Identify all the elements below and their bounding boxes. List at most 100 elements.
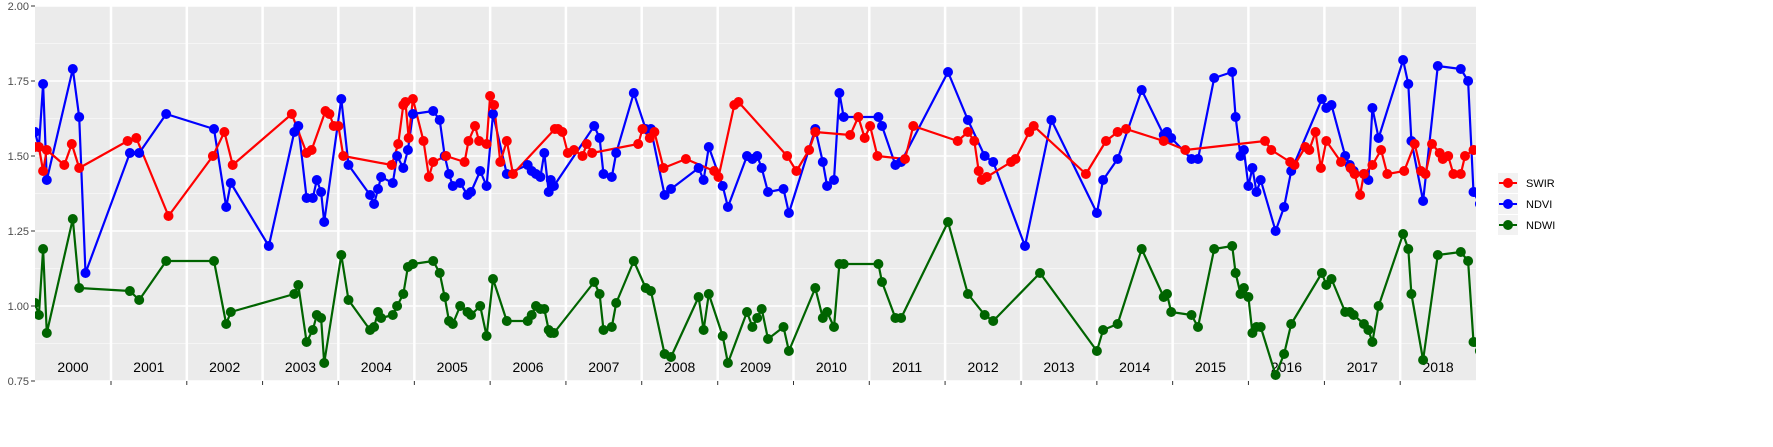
data-point-swir: [680, 154, 691, 164]
data-point-swir: [1289, 160, 1300, 170]
data-point-ndwi: [873, 259, 884, 269]
data-point-ndwi: [1243, 292, 1254, 302]
data-point-swir: [1409, 139, 1420, 149]
data-point-ndvi: [611, 148, 622, 158]
year-label: 2002: [209, 359, 240, 375]
data-point-ndwi: [343, 295, 354, 305]
data-point-swir: [981, 172, 992, 182]
data-point-ndwi: [1162, 289, 1172, 299]
data-point-swir: [1399, 166, 1410, 176]
year-label: 2008: [664, 359, 695, 375]
data-point-ndvi: [444, 169, 454, 179]
data-point-swir: [66, 139, 77, 149]
data-point-ndvi: [778, 184, 789, 194]
data-point-ndwi: [67, 214, 78, 224]
data-point-ndvi: [225, 178, 236, 188]
data-point-swir: [207, 151, 218, 161]
y-tick-label: 1.00: [8, 301, 29, 313]
data-point-swir: [804, 145, 815, 155]
data-point-ndwi: [289, 289, 300, 299]
data-point-ndvi: [311, 175, 322, 185]
data-point-ndwi: [407, 259, 418, 269]
data-point-ndwi: [1286, 319, 1297, 329]
data-point-swir: [1336, 157, 1346, 167]
year-label: 2005: [437, 359, 468, 375]
data-point-ndvi: [80, 268, 91, 278]
data-point-ndwi: [1166, 307, 1177, 317]
year-label: 2013: [1043, 359, 1074, 375]
data-point-ndvi: [698, 175, 709, 185]
data-point-swir: [1158, 136, 1169, 146]
data-point-ndvi: [589, 121, 600, 131]
data-point-ndvi: [343, 160, 354, 170]
data-point-swir: [1427, 139, 1437, 149]
data-point-swir: [474, 136, 485, 146]
data-point-ndwi: [481, 331, 492, 341]
data-point-ndwi: [1193, 322, 1203, 332]
data-point-ndvi: [263, 241, 274, 251]
data-point-ndvi: [1468, 187, 1476, 197]
year-labels: 2000 2001 2002 2003 2004 2005 2006 2007 2008 2009…: [57, 359, 1453, 375]
data-point-ndwi: [134, 295, 145, 305]
data-point-swir: [1028, 121, 1039, 131]
data-point-ndwi: [1511, 256, 1521, 266]
data-point-ndwi: [988, 316, 999, 326]
year-label: 2016: [1271, 359, 1302, 375]
data-point-ndvi: [838, 112, 849, 122]
data-point-swir: [324, 109, 335, 119]
data-point-ndwi: [221, 319, 232, 329]
data-point-swir: [418, 136, 429, 146]
data-point-swir: [658, 163, 669, 173]
data-point-ndvi: [1193, 154, 1203, 164]
data-point-ndwi: [606, 322, 617, 332]
data-point-ndvi: [1136, 85, 1147, 95]
data-point-ndvi: [336, 94, 347, 104]
data-point-swir: [386, 160, 397, 170]
data-point-ndvi: [829, 175, 839, 185]
data-point-ndvi: [763, 187, 773, 197]
data-point-ndvi: [398, 163, 409, 173]
data-point-ndwi: [611, 298, 622, 308]
data-point-ndwi: [838, 259, 849, 269]
data-point-swir: [1443, 151, 1454, 161]
year-label: 2010: [816, 359, 847, 375]
data-point-swir: [306, 145, 317, 155]
data-point-swir: [163, 211, 174, 221]
data-point-ndvi: [539, 148, 550, 158]
data-point-ndwi: [1255, 322, 1266, 332]
data-point-ndvi: [548, 181, 559, 191]
data-point-ndwi: [1098, 325, 1109, 335]
data-point-ndwi: [1035, 268, 1045, 278]
data-point-ndwi: [742, 307, 752, 317]
data-point-ndvi: [1112, 154, 1123, 164]
data-point-swir: [1112, 127, 1123, 137]
data-point-ndvi: [369, 199, 380, 209]
data-point-swir: [441, 151, 452, 161]
data-point-ndvi: [873, 112, 884, 122]
data-point-ndvi: [703, 142, 714, 152]
data-point-swir: [962, 127, 973, 137]
data-point-swir: [1420, 169, 1431, 179]
data-point-ndvi: [67, 64, 78, 74]
data-point-ndvi: [1463, 76, 1474, 86]
data-point-ndwi: [1209, 244, 1220, 254]
data-point-ndwi: [722, 358, 733, 368]
data-point-ndvi: [717, 181, 728, 191]
data-point-ndvi: [606, 172, 617, 182]
data-point-ndwi: [439, 292, 450, 302]
data-point-swir: [853, 112, 864, 122]
data-point-swir: [1101, 136, 1111, 146]
data-point-ndvi: [1227, 67, 1238, 77]
data-point-ndwi: [1279, 349, 1290, 359]
data-point-ndvi: [209, 124, 219, 134]
data-point-ndwi: [475, 301, 486, 311]
data-point-ndvi: [475, 166, 486, 176]
data-point-ndwi: [756, 304, 767, 314]
data-point-ndwi: [594, 289, 605, 299]
data-point-ndwi: [763, 334, 773, 344]
year-label: 2011: [892, 359, 922, 375]
data-point-swir: [1349, 169, 1360, 179]
data-point-swir: [952, 136, 963, 146]
data-point-ndvi: [1255, 175, 1266, 185]
